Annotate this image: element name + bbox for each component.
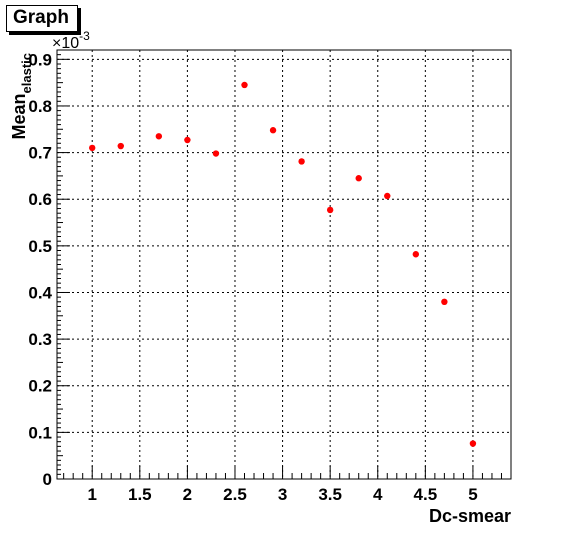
y-tick-label: 0	[43, 470, 52, 489]
data-point	[384, 193, 390, 199]
y-tick-label: 0.7	[28, 144, 52, 163]
data-point	[89, 145, 95, 151]
y-multiplier-exponent: -3	[79, 29, 90, 43]
x-tick-label: 2.5	[223, 485, 247, 504]
y-tick-label: 0.8	[28, 97, 52, 116]
y-axis-title-subscript: elastic	[19, 53, 34, 93]
y-tick-label: 0.2	[28, 377, 52, 396]
y-tick-label: 0.4	[28, 283, 52, 302]
data-point	[356, 175, 362, 181]
data-point	[118, 143, 124, 149]
x-tick-label: 3.5	[318, 485, 342, 504]
data-point	[270, 127, 276, 133]
data-point	[470, 440, 476, 446]
data-point	[413, 251, 419, 257]
x-axis-title: Dc-smear	[429, 506, 511, 526]
data-point	[298, 158, 304, 164]
x-tick-label: 1.5	[128, 485, 152, 504]
x-tick-label: 4	[373, 485, 383, 504]
data-point	[441, 299, 447, 305]
data-point	[184, 137, 190, 143]
data-point	[327, 207, 333, 213]
grid-lines	[57, 50, 511, 479]
plot-frame	[57, 50, 511, 479]
data-point	[241, 82, 247, 88]
axis-ticks	[57, 55, 501, 479]
y-tick-label: 0.5	[28, 237, 52, 256]
y-tick-label: 0.1	[28, 423, 52, 442]
y-axis-title-main: Mean	[9, 93, 29, 139]
x-tick-label: 4.5	[414, 485, 438, 504]
x-tick-label: 2	[183, 485, 192, 504]
y-multiplier: ×10-3	[52, 29, 90, 52]
y-tick-label: 0.6	[28, 190, 52, 209]
y-multiplier-base: ×10	[52, 35, 79, 52]
x-tick-label: 5	[468, 485, 477, 504]
data-point	[213, 150, 219, 156]
tick-labels: 1 1.5 2 2.5 3 3.5 4 4.5 5 0 0.1 0.2 0.3 0.4 0.5 0.6 0.7 0…	[28, 50, 477, 504]
x-tick-label: 3	[278, 485, 287, 504]
y-tick-label: 0.3	[28, 330, 52, 349]
x-tick-label: 1	[87, 485, 96, 504]
graph-title-box: Graph	[6, 5, 78, 32]
data-point	[156, 133, 162, 139]
graph-title: Graph	[13, 7, 69, 28]
